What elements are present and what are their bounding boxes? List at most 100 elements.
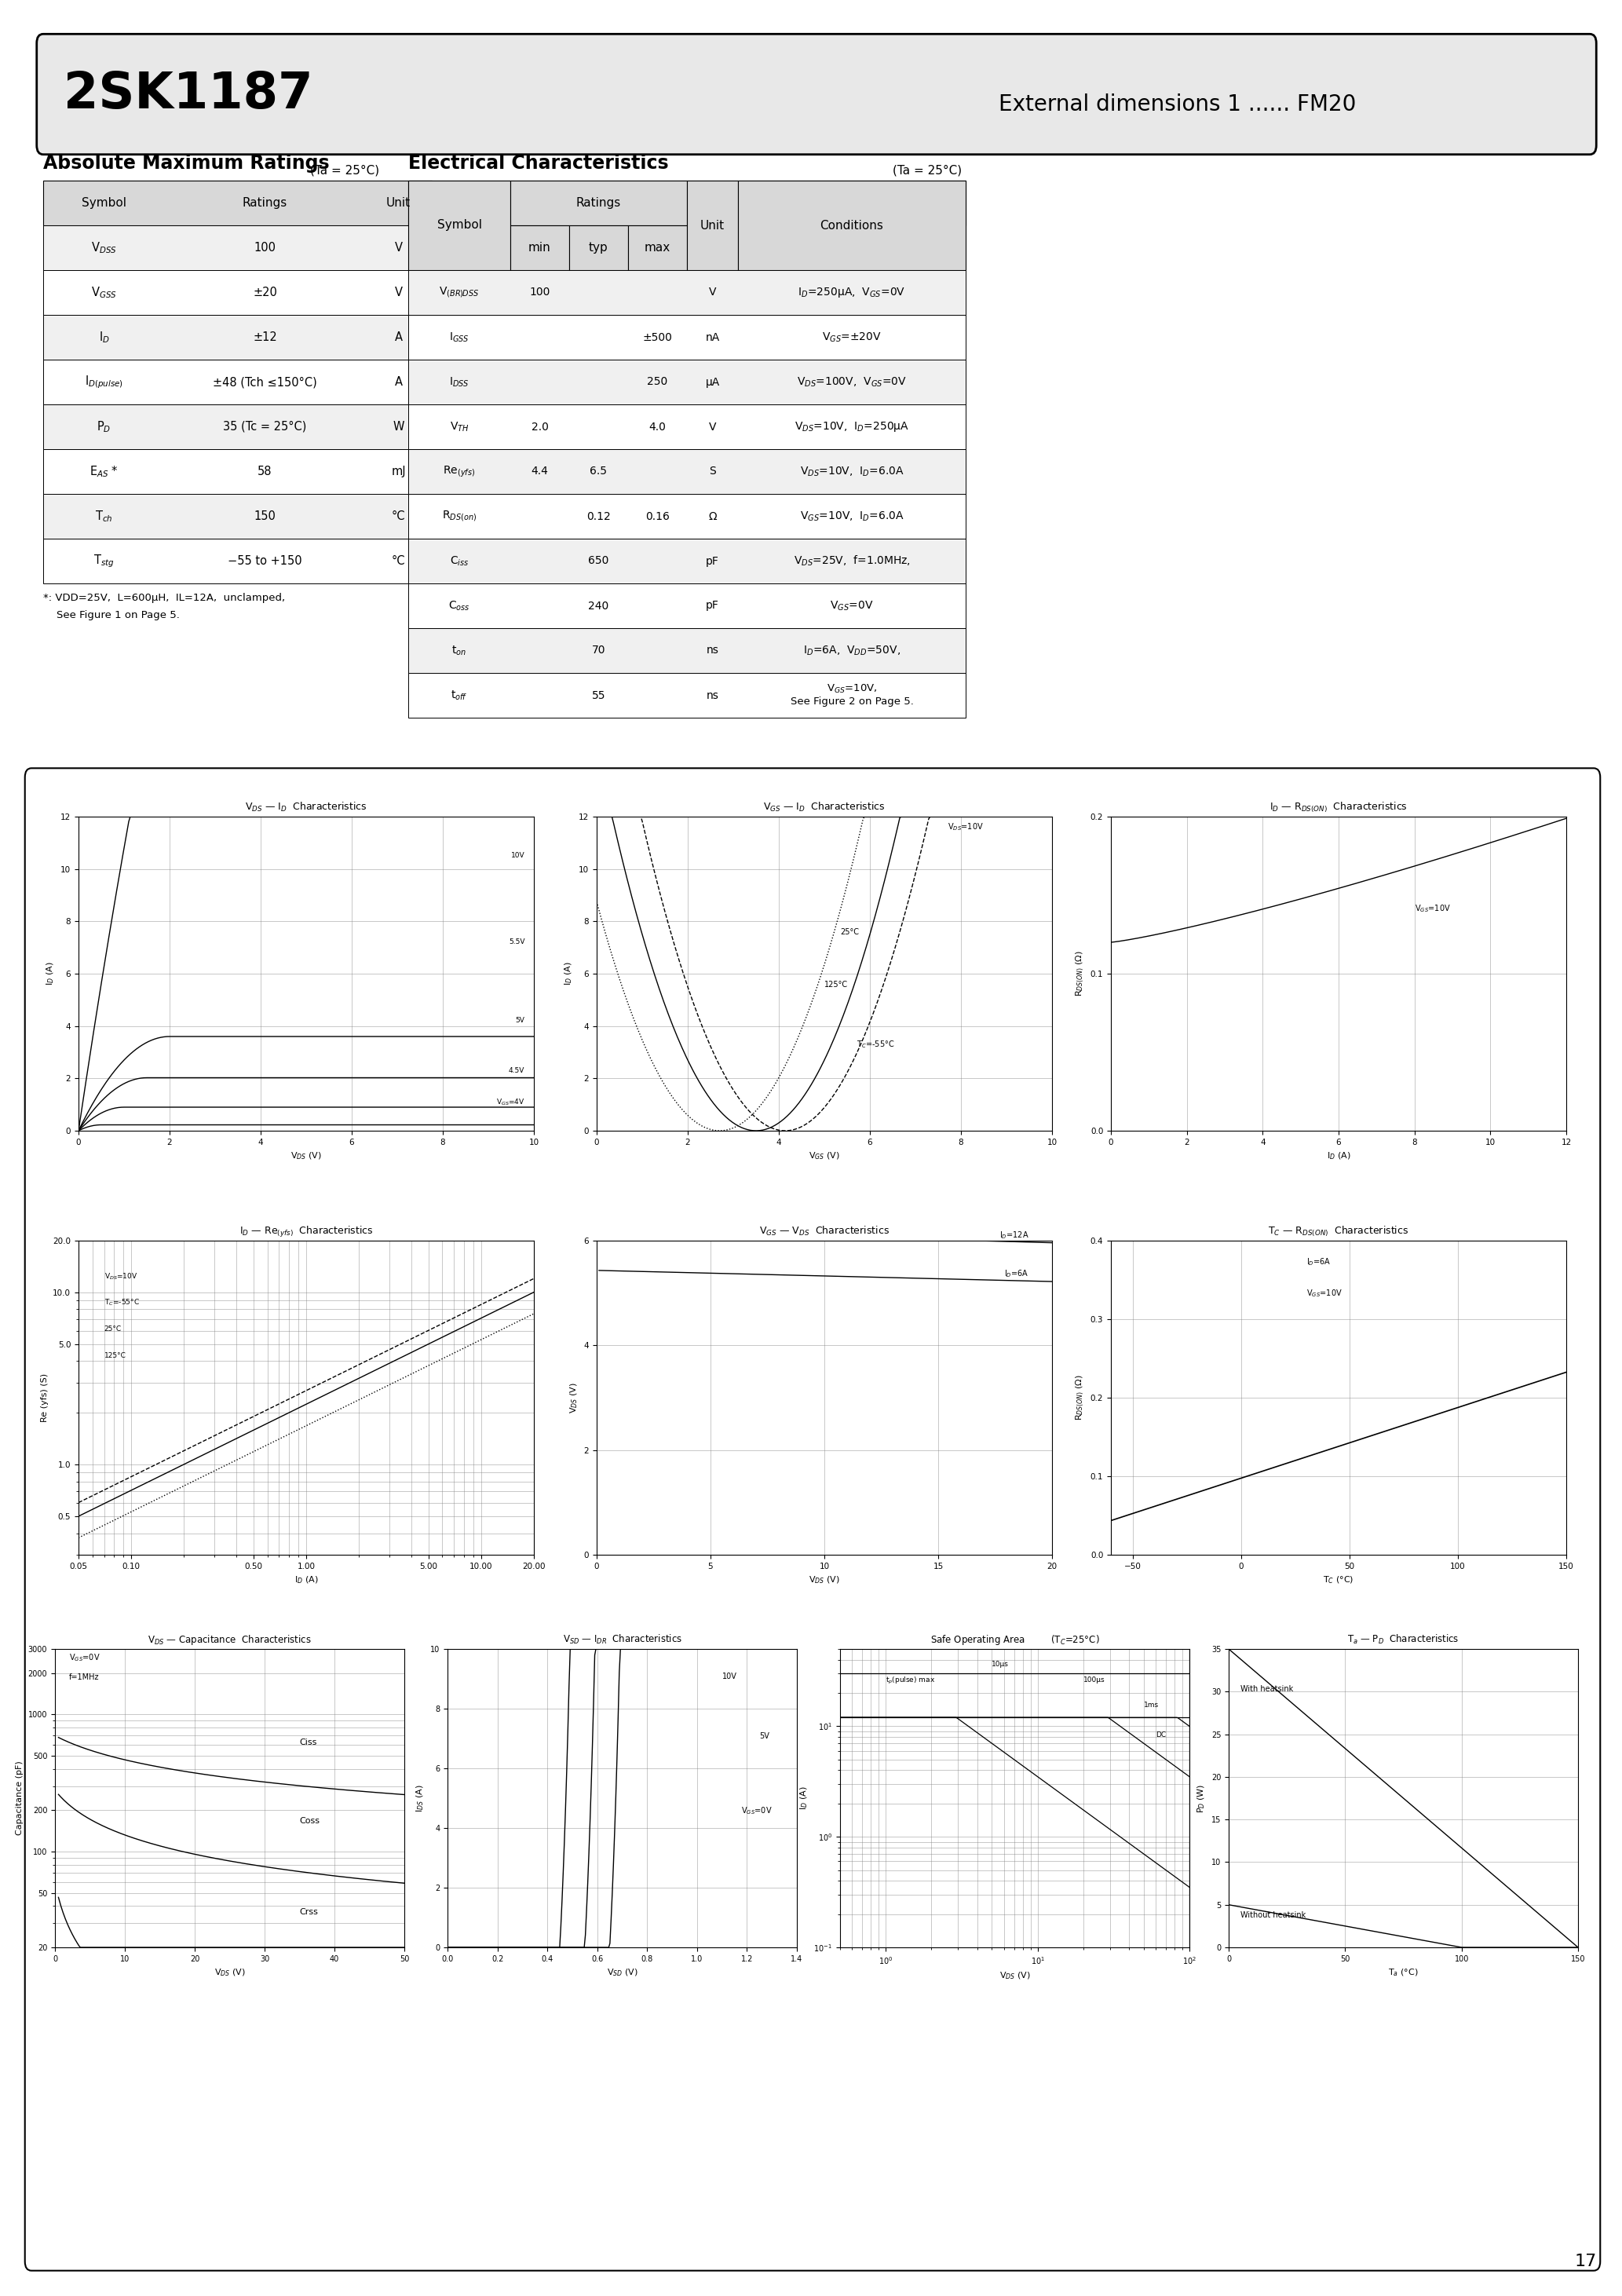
Text: 10V: 10V [722,1671,736,1681]
Text: 5V: 5V [759,1731,769,1740]
Text: W: W [393,420,404,432]
Text: 0.16: 0.16 [646,510,670,521]
Text: I$_{GSS}$: I$_{GSS}$ [449,331,469,344]
Text: Unit: Unit [701,220,725,232]
Text: ±48 (Tch ≤150°C): ±48 (Tch ≤150°C) [212,377,316,388]
Text: With heatsink: With heatsink [1241,1685,1293,1692]
Text: C$_{oss}$: C$_{oss}$ [448,599,470,613]
Text: 2SK1187: 2SK1187 [63,69,313,119]
X-axis label: T$_a$ (°C): T$_a$ (°C) [1388,1968,1419,1977]
Y-axis label: I$_D$ (A): I$_D$ (A) [798,1786,809,1809]
Text: A: A [394,377,402,388]
Text: 35 (Tc = 25°C): 35 (Tc = 25°C) [224,420,307,432]
Text: 125°C: 125°C [824,980,848,987]
Bar [409,404,965,450]
Bar [409,271,965,315]
X-axis label: I$_D$ (A): I$_D$ (A) [294,1575,318,1584]
Text: Symbol: Symbol [436,220,482,232]
Title: T$_a$ — P$_D$  Characteristics: T$_a$ — P$_D$ Characteristics [1348,1632,1460,1646]
Bar [409,583,965,629]
Title: T$_C$ — R$_{DS(ON)}$  Characteristics: T$_C$ — R$_{DS(ON)}$ Characteristics [1268,1224,1410,1238]
FancyBboxPatch shape [37,34,1596,154]
Text: DC: DC [1156,1731,1166,1738]
Text: V$_{DS}$=10V: V$_{DS}$=10V [947,822,983,833]
Text: I$_D$=12A: I$_D$=12A [999,1231,1030,1240]
Text: 5.5V: 5.5V [509,939,526,946]
Bar [409,450,965,494]
Text: t$_{p}$(pulse) max: t$_{p}$(pulse) max [886,1676,936,1685]
Title: V$_{GS}$ — I$_D$  Characteristics: V$_{GS}$ — I$_D$ Characteristics [764,801,886,813]
Bar [44,360,431,404]
Text: *: VDD=25V,  L=600μH,  IL=12A,  unclamped,: *: VDD=25V, L=600μH, IL=12A, unclamped, [44,592,285,604]
Bar [511,181,688,225]
Text: T$_C$=-55°C: T$_C$=-55°C [104,1297,139,1306]
Text: I$_D$=250μA,  V$_{GS}$=0V: I$_D$=250μA, V$_{GS}$=0V [798,285,905,298]
Text: pF: pF [706,599,719,611]
Text: 17: 17 [1575,2255,1598,2268]
Bar [511,225,569,271]
Text: V$_{TH}$: V$_{TH}$ [449,420,469,434]
X-axis label: V$_{SD}$ (V): V$_{SD}$ (V) [607,1968,637,1977]
Text: I$_D$=6A: I$_D$=6A [1306,1256,1330,1267]
Y-axis label: Capacitance (pF): Capacitance (pF) [16,1761,24,1835]
Text: 4.0: 4.0 [649,420,667,432]
Text: 58: 58 [258,466,272,478]
X-axis label: V$_{DS}$ (V): V$_{DS}$ (V) [999,1970,1030,1981]
Text: t$_{off}$: t$_{off}$ [451,689,467,703]
Text: 55: 55 [592,689,605,700]
X-axis label: V$_{DS}$ (V): V$_{DS}$ (V) [214,1968,245,1977]
FancyBboxPatch shape [24,769,1601,2271]
Text: 4.4: 4.4 [530,466,548,478]
Text: −55 to +150: −55 to +150 [227,556,302,567]
Text: 6.5: 6.5 [590,466,607,478]
Y-axis label: R$_{DS(ON)}$ (Ω): R$_{DS(ON)}$ (Ω) [1075,951,1087,996]
Text: V$_{GS}$=10V,  I$_D$=6.0A: V$_{GS}$=10V, I$_D$=6.0A [800,510,903,523]
Text: 650: 650 [589,556,608,567]
Text: 0.12: 0.12 [587,510,611,521]
Text: μA: μA [706,377,720,388]
Text: Ratings: Ratings [243,197,287,209]
Text: min: min [529,241,551,253]
Text: 10V: 10V [511,852,526,859]
Text: Conditions: Conditions [821,220,884,232]
Text: 100μs: 100μs [1083,1676,1105,1683]
Text: 10μs: 10μs [993,1660,1009,1667]
Bar [44,181,431,225]
Text: ±20: ±20 [253,287,277,298]
Bar [44,315,431,360]
Text: I$_{DSS}$: I$_{DSS}$ [449,377,469,388]
Text: V: V [709,287,717,298]
Bar [569,225,628,271]
Title: V$_{DS}$ — Capacitance  Characteristics: V$_{DS}$ — Capacitance Characteristics [148,1632,311,1646]
Text: Coss: Coss [300,1816,320,1825]
Text: V: V [709,420,717,432]
Text: V: V [394,287,402,298]
X-axis label: V$_{DS}$ (V): V$_{DS}$ (V) [290,1150,321,1162]
Bar [409,540,965,583]
Text: V$_{GSS}$: V$_{GSS}$ [91,285,117,301]
Text: mJ: mJ [391,466,406,478]
Bar [44,225,431,271]
Y-axis label: I$_{DS}$ (A): I$_{DS}$ (A) [415,1784,427,1812]
Bar [688,181,738,271]
Text: I$_D$=6A,  V$_{DD}$=50V,: I$_D$=6A, V$_{DD}$=50V, [803,645,900,657]
Text: (Ta = 25°C): (Ta = 25°C) [892,165,962,177]
Text: V$_{GS}$=10V: V$_{GS}$=10V [1306,1288,1341,1300]
Title: V$_{SD}$ — I$_{DR}$  Characteristics: V$_{SD}$ — I$_{DR}$ Characteristics [563,1632,681,1646]
Text: T$_C$=-55°C: T$_C$=-55°C [856,1040,894,1049]
Text: ±500: ±500 [642,331,673,342]
Text: 25°C: 25°C [104,1325,122,1332]
Text: Crss: Crss [300,1908,318,1915]
Y-axis label: I$_D$ (A): I$_D$ (A) [45,962,57,985]
Text: typ: typ [589,241,608,253]
Text: Unit: Unit [386,197,410,209]
Y-axis label: P$_D$ (W): P$_D$ (W) [1195,1784,1207,1814]
Text: V$_{GS}$=0V: V$_{GS}$=0V [830,599,874,613]
Text: pF: pF [706,556,719,567]
Text: V$_{GS}$=0V: V$_{GS}$=0V [741,1805,772,1816]
Text: Ω: Ω [709,510,717,521]
Text: 1ms: 1ms [1144,1701,1158,1708]
Text: 125°C: 125°C [104,1352,127,1359]
Title: Safe Operating Area         (T$_C$=25°C): Safe Operating Area (T$_C$=25°C) [929,1632,1100,1646]
Title: V$_{DS}$ — I$_D$  Characteristics: V$_{DS}$ — I$_D$ Characteristics [245,801,367,813]
